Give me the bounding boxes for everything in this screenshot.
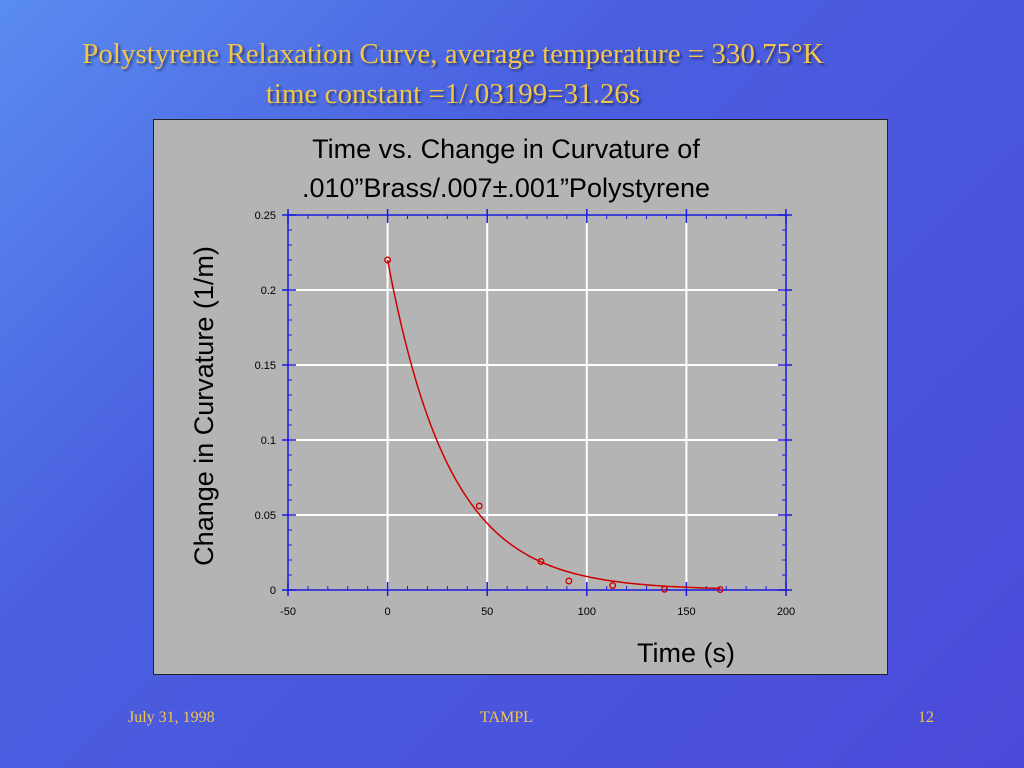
plot-frame [287, 214, 787, 591]
relaxation-chart: -50 0 50 100 150 200 0 0.05 0.1 0.15 0.2 0.25 Time v… [189, 134, 795, 668]
slide-title-line2: time constant =1/.03199=31.26s [265, 78, 641, 110]
chart-title-line1: Time vs. Change in Curvature of [312, 134, 700, 164]
data-point [565, 577, 573, 585]
y-tick-label: 0 [270, 585, 276, 597]
y-tick-label: 0.05 [255, 510, 276, 522]
y-axis-label: Change in Curvature (1/m) [189, 246, 219, 566]
x-tick-label: 200 [777, 606, 795, 618]
x-axis-label: Time (s) [637, 638, 735, 668]
data-point [384, 256, 392, 264]
data-point [661, 585, 668, 593]
x-tick-label: -50 [280, 606, 296, 618]
x-tick-label: 50 [481, 606, 493, 618]
x-tick-label: 100 [578, 606, 596, 618]
y-tick-label: 0.15 [255, 360, 276, 372]
chart-title-line2: .010”Brass/.007±.001”Polystyrene [302, 173, 710, 203]
footer-date: July 31, 1998 [128, 709, 215, 726]
y-tick-label: 0.25 [255, 210, 276, 222]
footer-page-number: 12 [918, 709, 934, 726]
plot-area [288, 215, 786, 590]
x-tick-label: 0 [385, 606, 391, 618]
data-point [537, 558, 545, 565]
x-tick-label: 150 [677, 606, 695, 618]
slide-title: Polystyrene Relaxation Curve, average te… [0, 34, 906, 114]
chart-panel: -50 0 50 100 150 200 0 0.05 0.1 0.15 0.2 0.25 Time v… [153, 119, 888, 675]
data-point [475, 502, 483, 510]
data-point [609, 582, 617, 589]
footer-organization: TAMPL [480, 709, 533, 726]
data-point [716, 586, 724, 593]
y-tick-label: 0.2 [261, 285, 276, 297]
y-tick-label: 0.1 [261, 435, 276, 447]
slide-title-line1: Polystyrene Relaxation Curve, average te… [82, 38, 824, 70]
